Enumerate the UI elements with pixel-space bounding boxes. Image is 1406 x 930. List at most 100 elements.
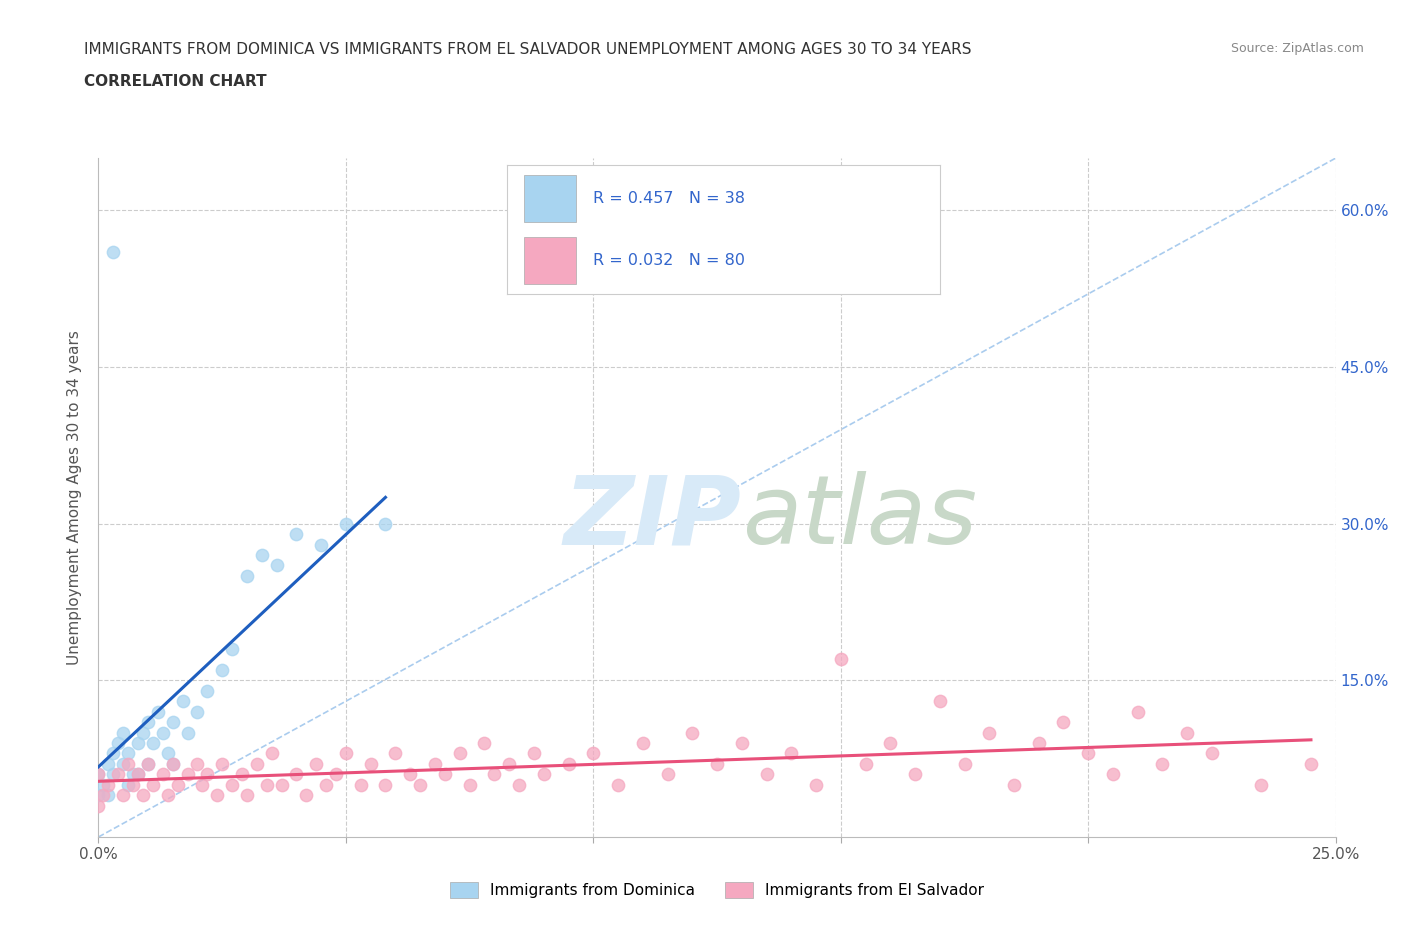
Point bbox=[498, 756, 520, 771]
Point bbox=[191, 777, 214, 792]
Point bbox=[681, 725, 703, 740]
Point bbox=[607, 777, 630, 792]
Point bbox=[399, 767, 422, 782]
Point bbox=[350, 777, 373, 792]
Point bbox=[1299, 756, 1322, 771]
Point bbox=[93, 777, 115, 792]
Point bbox=[87, 788, 110, 803]
Point bbox=[423, 756, 446, 771]
Point bbox=[166, 777, 188, 792]
Point bbox=[508, 777, 530, 792]
Point bbox=[315, 777, 337, 792]
Point bbox=[246, 756, 269, 771]
Point bbox=[260, 746, 283, 761]
Point bbox=[103, 245, 125, 259]
Point bbox=[1126, 704, 1149, 719]
Point bbox=[335, 516, 357, 531]
Point bbox=[186, 756, 208, 771]
Point bbox=[285, 526, 308, 541]
Point bbox=[87, 798, 110, 813]
Point bbox=[256, 777, 278, 792]
Point bbox=[122, 767, 145, 782]
Point bbox=[374, 777, 396, 792]
Point bbox=[1250, 777, 1272, 792]
Point bbox=[1077, 746, 1099, 761]
Point bbox=[231, 767, 253, 782]
Point bbox=[162, 756, 184, 771]
Point bbox=[657, 767, 679, 782]
Point bbox=[211, 662, 233, 677]
Point bbox=[1152, 756, 1174, 771]
Point bbox=[335, 746, 357, 761]
Point bbox=[103, 746, 125, 761]
Point bbox=[186, 704, 208, 719]
Legend: Immigrants from Dominica, Immigrants from El Salvador: Immigrants from Dominica, Immigrants fro… bbox=[444, 876, 990, 904]
Point bbox=[631, 736, 654, 751]
Point bbox=[103, 767, 125, 782]
Point bbox=[117, 746, 139, 761]
Text: atlas: atlas bbox=[742, 472, 977, 565]
Point bbox=[142, 777, 165, 792]
Point bbox=[117, 777, 139, 792]
Point bbox=[449, 746, 471, 761]
Point bbox=[127, 736, 149, 751]
Point bbox=[107, 767, 129, 782]
Text: ZIP: ZIP bbox=[564, 472, 742, 565]
Point bbox=[755, 767, 778, 782]
Point bbox=[136, 756, 159, 771]
Point bbox=[582, 746, 605, 761]
Point bbox=[804, 777, 827, 792]
Point bbox=[195, 684, 218, 698]
Point bbox=[236, 568, 259, 583]
Point bbox=[122, 777, 145, 792]
Point bbox=[127, 767, 149, 782]
Point bbox=[374, 516, 396, 531]
Point bbox=[132, 788, 155, 803]
Point bbox=[979, 725, 1001, 740]
Point bbox=[87, 767, 110, 782]
Point bbox=[953, 756, 976, 771]
Point bbox=[132, 725, 155, 740]
Point bbox=[172, 694, 194, 709]
Point bbox=[112, 788, 135, 803]
Point bbox=[236, 788, 259, 803]
Point bbox=[904, 767, 927, 782]
Point bbox=[557, 756, 579, 771]
Point bbox=[706, 756, 728, 771]
Point bbox=[195, 767, 218, 782]
Point bbox=[1052, 714, 1074, 729]
Point bbox=[458, 777, 481, 792]
Text: CORRELATION CHART: CORRELATION CHART bbox=[84, 74, 267, 89]
Point bbox=[221, 642, 243, 657]
Point bbox=[156, 746, 179, 761]
Point bbox=[855, 756, 877, 771]
Point bbox=[1002, 777, 1025, 792]
Point bbox=[162, 756, 184, 771]
Point bbox=[97, 756, 120, 771]
Point bbox=[107, 736, 129, 751]
Point bbox=[146, 704, 169, 719]
Point bbox=[295, 788, 318, 803]
Point bbox=[325, 767, 347, 782]
Point bbox=[523, 746, 546, 761]
Point bbox=[93, 788, 115, 803]
Point bbox=[433, 767, 456, 782]
Point bbox=[928, 694, 950, 709]
Point bbox=[142, 736, 165, 751]
Point bbox=[112, 725, 135, 740]
Point bbox=[1201, 746, 1223, 761]
Point bbox=[117, 756, 139, 771]
Point bbox=[87, 767, 110, 782]
Point bbox=[152, 767, 174, 782]
Point bbox=[266, 558, 288, 573]
Point bbox=[127, 767, 149, 782]
Point bbox=[879, 736, 901, 751]
Point bbox=[360, 756, 382, 771]
Point bbox=[484, 767, 506, 782]
Point bbox=[156, 788, 179, 803]
Point bbox=[474, 736, 496, 751]
Point bbox=[176, 725, 198, 740]
Y-axis label: Unemployment Among Ages 30 to 34 years: Unemployment Among Ages 30 to 34 years bbox=[67, 330, 83, 665]
Point bbox=[176, 767, 198, 782]
Point bbox=[221, 777, 243, 792]
